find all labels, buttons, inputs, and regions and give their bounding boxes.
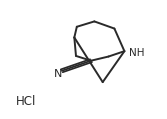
Text: HCl: HCl: [16, 95, 36, 108]
Text: NH: NH: [129, 48, 145, 58]
Text: N: N: [53, 69, 62, 79]
